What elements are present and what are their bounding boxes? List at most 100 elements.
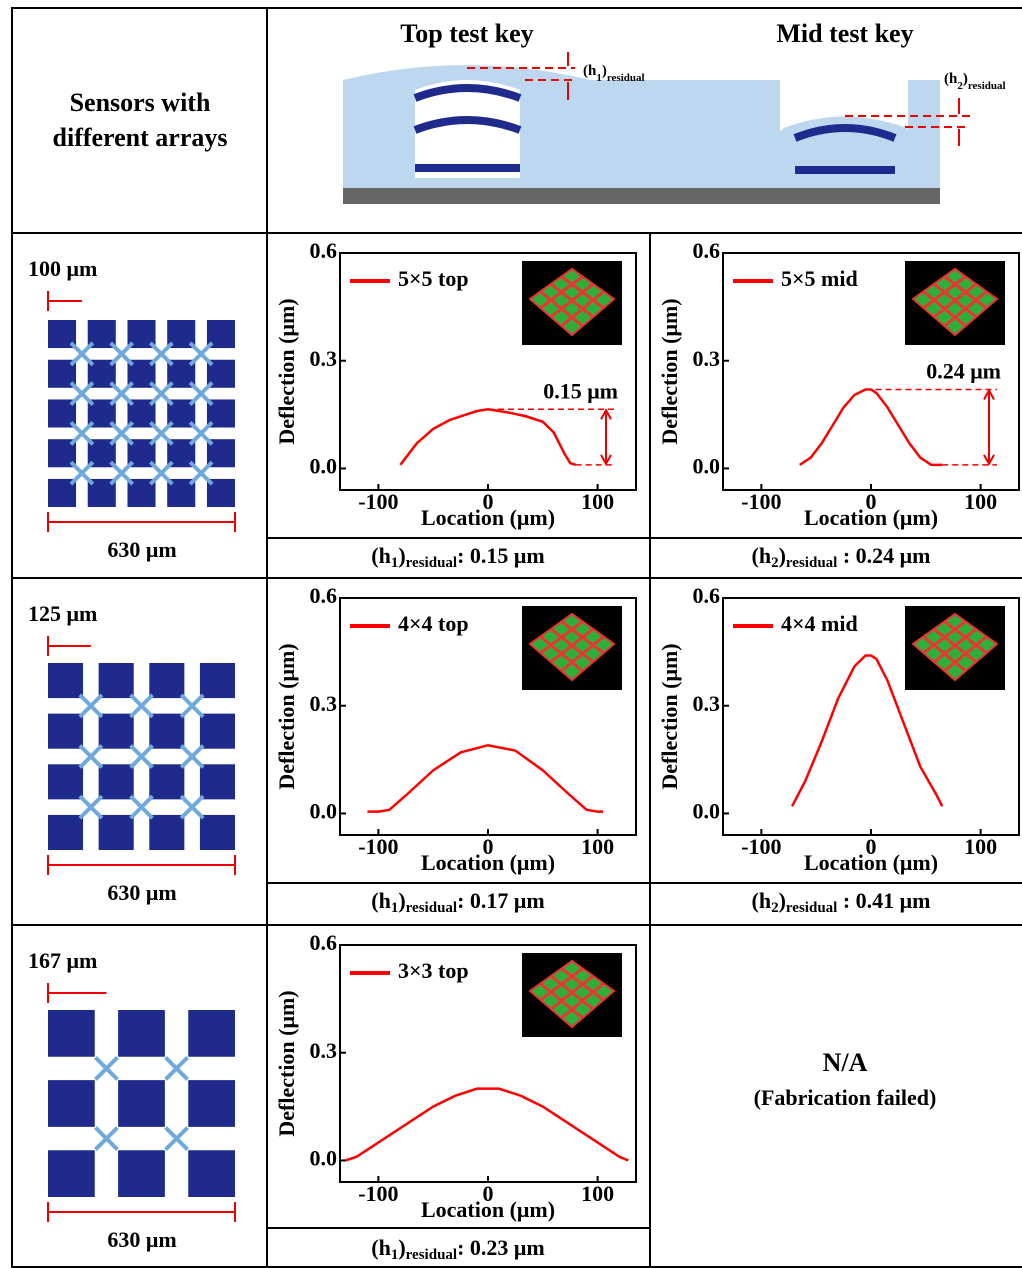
label-part: residual	[968, 80, 1006, 92]
y-tick-label: 0.3	[693, 346, 721, 371]
sensor-square	[48, 663, 84, 699]
label-part: )	[779, 888, 786, 913]
cross	[69, 381, 95, 407]
cross	[94, 1056, 119, 1081]
label-part: : 0.15 μm	[457, 543, 545, 568]
mid-key-label: Mid test key	[776, 19, 913, 48]
x-axis-label: Location (μm)	[421, 850, 555, 875]
inset-grid	[933, 627, 977, 664]
sensor-square	[199, 713, 235, 749]
y-tick-label: 0.3	[310, 346, 338, 371]
x-tick-label: 0	[483, 489, 494, 514]
label-part: 2	[771, 900, 779, 916]
cross	[69, 420, 95, 446]
cross	[129, 693, 154, 719]
inset-grid	[550, 627, 594, 664]
caption: (h2)residual : 0.24 μm	[752, 543, 931, 571]
y-axis-label: Deflection (μm)	[657, 643, 682, 789]
cross	[188, 381, 214, 407]
na-note: (Fabrication failed)	[754, 1085, 937, 1110]
sensor-square	[48, 814, 84, 850]
label-part: : 0.24 μm	[837, 543, 930, 568]
sensor-square	[118, 1080, 165, 1127]
inset-grid	[550, 282, 594, 319]
label-part: )	[398, 888, 405, 913]
x-tick-label: 100	[581, 1181, 614, 1206]
x-tick-label: 0	[866, 834, 877, 859]
inset-grid	[922, 635, 967, 673]
sensor-square	[48, 1080, 95, 1127]
row-title: Sensors with	[70, 88, 211, 117]
cross	[148, 381, 174, 407]
x-tick-label: -100	[358, 489, 398, 514]
label-part: )	[398, 1235, 405, 1260]
sensor-square	[98, 764, 134, 800]
inset-grid	[933, 282, 977, 319]
y-axis-label: Deflection (μm)	[274, 643, 299, 789]
cross	[69, 460, 95, 486]
label-part: )	[963, 71, 968, 87]
cross	[179, 693, 205, 719]
label-part: 2	[771, 555, 779, 571]
cross	[78, 744, 104, 769]
sensor-square	[118, 1010, 165, 1057]
label-part: 2	[957, 80, 963, 92]
cross	[109, 460, 135, 486]
h1-label: (h1)residual	[583, 63, 645, 83]
sensor-square	[118, 1150, 165, 1197]
width-label: 630 μm	[107, 880, 176, 905]
pitch-label: 167 μm	[28, 948, 97, 973]
x-tick-label: -100	[358, 1181, 398, 1206]
y-tick-label: 0.0	[310, 1146, 338, 1171]
label-part: )	[779, 543, 786, 568]
line	[345, 1087, 629, 1162]
line	[799, 388, 943, 467]
label-part: : 0.23 μm	[457, 1235, 545, 1260]
inset-grid	[943, 635, 988, 673]
y-tick-label: 0.6	[693, 238, 721, 263]
width-label: 630 μm	[107, 1227, 176, 1252]
y-tick-label: 0.6	[310, 583, 338, 608]
sensor-square	[149, 764, 185, 800]
test-key-diagram	[343, 52, 970, 204]
sensor-square	[48, 1010, 95, 1057]
sensor-square	[98, 663, 134, 699]
inset-grid	[560, 982, 605, 1020]
label-part: )	[602, 63, 607, 79]
y-tick-label: 0.6	[693, 583, 721, 608]
label-part: residual	[406, 1247, 457, 1263]
label-part: residual	[786, 900, 837, 916]
cross	[188, 460, 214, 486]
annot-head	[600, 408, 612, 466]
y-tick-label: 0.6	[310, 238, 338, 263]
label-part: (h	[371, 543, 391, 568]
x-tick-label: -100	[741, 489, 781, 514]
sensor-square	[188, 1010, 235, 1057]
label-part: (h	[752, 888, 772, 913]
label-part: 1	[596, 72, 602, 84]
label-part: (h	[371, 1235, 391, 1260]
cross	[78, 794, 104, 820]
label-part: (h	[944, 71, 958, 87]
cross	[148, 420, 174, 446]
sensor-square	[199, 663, 235, 699]
cross	[69, 341, 95, 367]
x-tick-label: 100	[964, 834, 997, 859]
y-tick-label: 0.3	[310, 1038, 338, 1063]
cross	[109, 420, 135, 446]
x-tick-label: 0	[483, 1181, 494, 1206]
sensor-square	[188, 1080, 235, 1127]
label-part: residual	[406, 555, 457, 571]
label-part: 1	[391, 555, 399, 571]
sensor-square	[149, 713, 185, 749]
x-axis-label: Location (μm)	[804, 850, 938, 875]
legend-label: 4×4 mid	[781, 611, 858, 636]
sensor-square	[149, 663, 185, 699]
sensor-square	[188, 1150, 235, 1197]
x-tick-label: 0	[866, 489, 877, 514]
caption: (h1)residual: 0.15 μm	[371, 543, 544, 571]
y-tick-label: 0.3	[693, 691, 721, 716]
annotation: 0.15 μm	[543, 378, 618, 403]
legend-label: 4×4 top	[398, 611, 469, 636]
y-axis-label: Deflection (μm)	[274, 990, 299, 1136]
